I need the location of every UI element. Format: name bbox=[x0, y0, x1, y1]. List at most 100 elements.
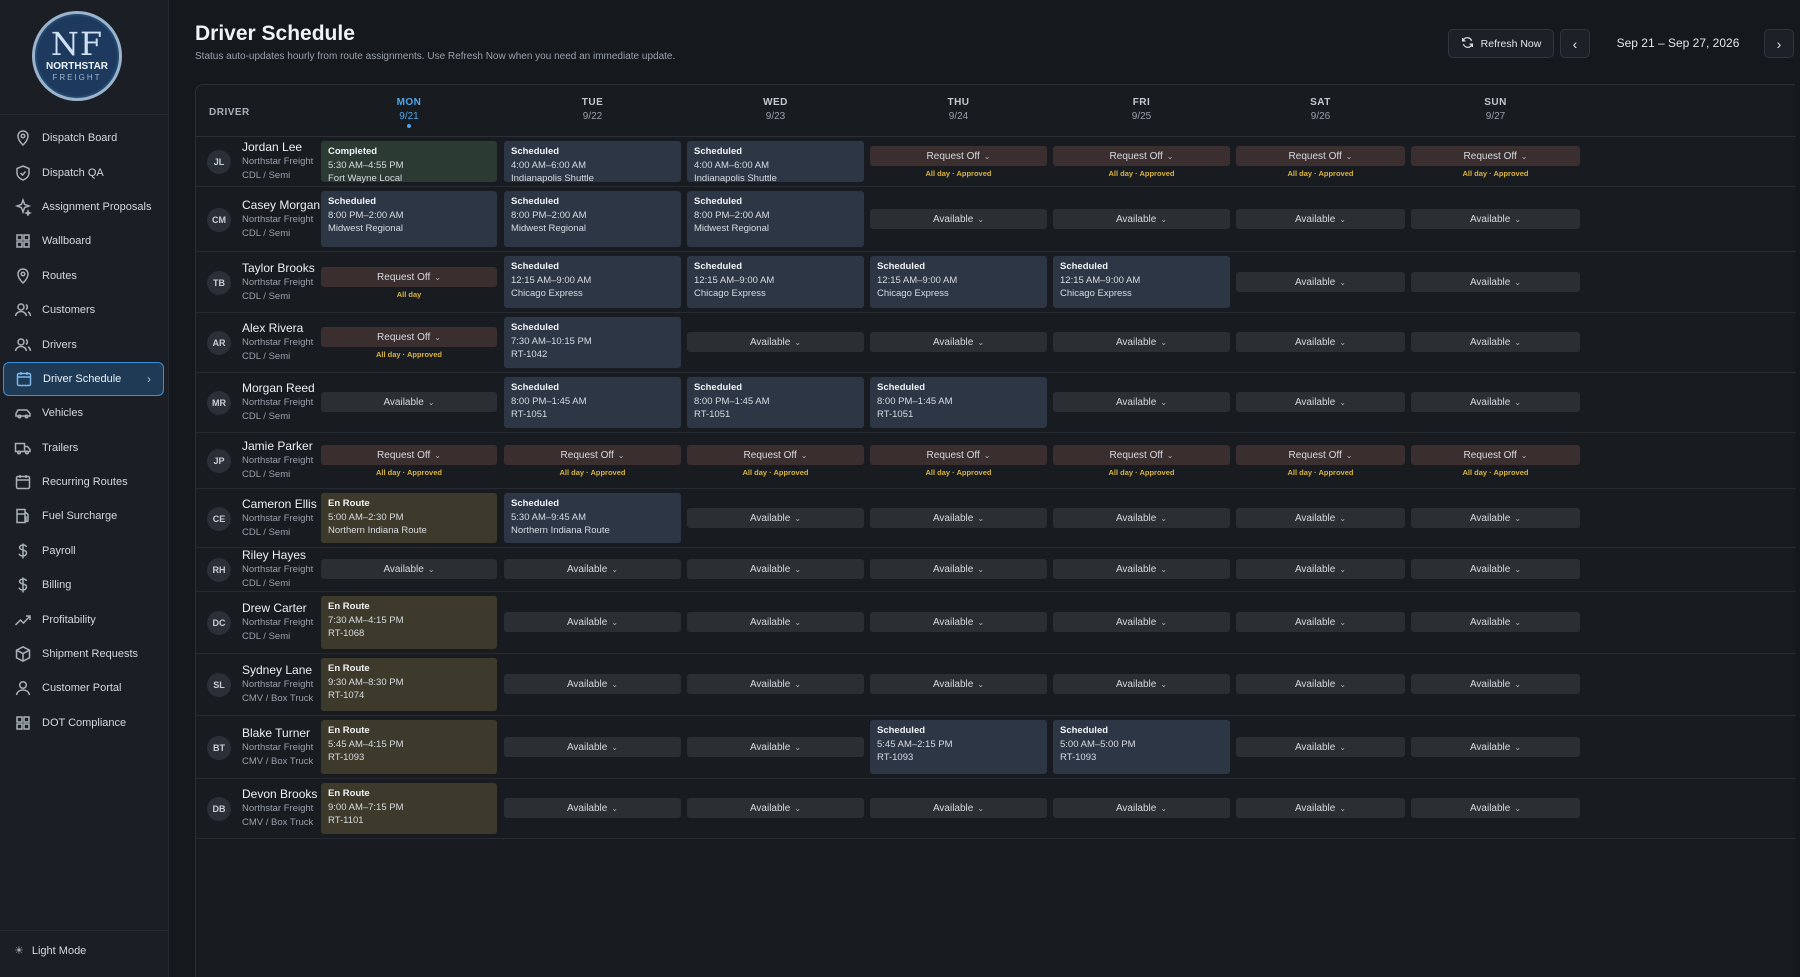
shift-card[interactable]: Scheduled 8:00 PM–2:00 AM Midwest Regional bbox=[687, 191, 864, 247]
availability-dropdown[interactable]: Available ⌄ bbox=[870, 332, 1047, 352]
availability-dropdown[interactable]: Available ⌄ bbox=[504, 612, 681, 632]
sidebar-item-dispatch-qa[interactable]: Dispatch QA bbox=[0, 155, 168, 189]
availability-dropdown[interactable]: Available ⌄ bbox=[1236, 392, 1405, 412]
availability-dropdown[interactable]: Available ⌄ bbox=[1236, 612, 1405, 632]
availability-dropdown[interactable]: Available ⌄ bbox=[1053, 209, 1230, 229]
sidebar-item-billing[interactable]: Billing bbox=[0, 568, 168, 602]
driver-info[interactable]: Drew Carter Northstar Freight CDL / Semi bbox=[242, 601, 332, 644]
availability-dropdown[interactable]: Available ⌄ bbox=[687, 674, 864, 694]
availability-dropdown[interactable]: Available ⌄ bbox=[1053, 798, 1230, 818]
availability-dropdown[interactable]: Available ⌄ bbox=[504, 674, 681, 694]
sidebar-item-customers[interactable]: Customers bbox=[0, 293, 168, 327]
availability-dropdown[interactable]: Available ⌄ bbox=[687, 737, 864, 757]
sidebar-item-drivers[interactable]: Drivers bbox=[0, 327, 168, 361]
availability-dropdown[interactable]: Available ⌄ bbox=[1411, 612, 1580, 632]
availability-dropdown[interactable]: Available ⌄ bbox=[1053, 508, 1230, 528]
sidebar-item-dot-compliance[interactable]: DOT Compliance bbox=[0, 706, 168, 740]
next-week-button[interactable]: › bbox=[1764, 29, 1794, 58]
request-off-dropdown[interactable]: Request Off ⌄ bbox=[870, 445, 1047, 465]
availability-dropdown[interactable]: Available ⌄ bbox=[1236, 272, 1405, 292]
shift-card[interactable]: Scheduled 5:00 AM–5:00 PM RT-1093 bbox=[1053, 720, 1230, 774]
shift-card[interactable]: Scheduled 8:00 PM–2:00 AM Midwest Regional bbox=[321, 191, 497, 247]
driver-info[interactable]: Blake Turner Northstar Freight CMV / Box T… bbox=[242, 726, 332, 769]
request-off-dropdown[interactable]: Request Off ⌄ bbox=[321, 445, 497, 465]
driver-info[interactable]: Jamie Parker Northstar Freight CDL / Semi bbox=[242, 439, 332, 482]
availability-dropdown[interactable]: Available ⌄ bbox=[1411, 272, 1580, 292]
request-off-dropdown[interactable]: Request Off ⌄ bbox=[1411, 146, 1580, 166]
shift-card[interactable]: Scheduled 12:15 AM–9:00 AM Chicago Express bbox=[504, 256, 681, 308]
shift-card[interactable]: Scheduled 12:15 AM–9:00 AM Chicago Express bbox=[870, 256, 1047, 308]
availability-dropdown[interactable]: Available ⌄ bbox=[1236, 559, 1405, 579]
availability-dropdown[interactable]: Available ⌄ bbox=[1236, 332, 1405, 352]
shift-card[interactable]: Scheduled 8:00 PM–1:45 AM RT-1051 bbox=[687, 377, 864, 428]
request-off-dropdown[interactable]: Request Off ⌄ bbox=[1053, 445, 1230, 465]
availability-dropdown[interactable]: Available ⌄ bbox=[687, 612, 864, 632]
availability-dropdown[interactable]: Available ⌄ bbox=[321, 559, 497, 579]
sidebar-item-customer-portal[interactable]: Customer Portal bbox=[0, 671, 168, 705]
availability-dropdown[interactable]: Available ⌄ bbox=[504, 559, 681, 579]
request-off-dropdown[interactable]: Request Off ⌄ bbox=[1411, 445, 1580, 465]
sidebar-item-driver-schedule[interactable]: Driver Schedule › bbox=[3, 361, 164, 397]
shift-card[interactable]: En Route 9:30 AM–8:30 PM RT-1074 bbox=[321, 658, 497, 711]
shift-card[interactable]: En Route 9:00 AM–7:15 PM RT-1101 bbox=[321, 783, 497, 834]
shift-card[interactable]: Scheduled 5:30 AM–9:45 AM Northern Indiana… bbox=[504, 493, 681, 543]
request-off-dropdown[interactable]: Request Off ⌄ bbox=[870, 146, 1047, 166]
shift-card[interactable]: Scheduled 8:00 PM–1:45 AM RT-1051 bbox=[504, 377, 681, 428]
availability-dropdown[interactable]: Available ⌄ bbox=[870, 798, 1047, 818]
availability-dropdown[interactable]: Available ⌄ bbox=[1053, 559, 1230, 579]
availability-dropdown[interactable]: Available ⌄ bbox=[1236, 508, 1405, 528]
sidebar-item-payroll[interactable]: Payroll bbox=[0, 534, 168, 568]
request-off-dropdown[interactable]: Request Off ⌄ bbox=[687, 445, 864, 465]
availability-dropdown[interactable]: Available ⌄ bbox=[1236, 209, 1405, 229]
request-off-dropdown[interactable]: Request Off ⌄ bbox=[321, 327, 497, 347]
availability-dropdown[interactable]: Available ⌄ bbox=[1053, 674, 1230, 694]
availability-dropdown[interactable]: Available ⌄ bbox=[870, 559, 1047, 579]
availability-dropdown[interactable]: Available ⌄ bbox=[1411, 392, 1580, 412]
availability-dropdown[interactable]: Available ⌄ bbox=[687, 508, 864, 528]
request-off-dropdown[interactable]: Request Off ⌄ bbox=[1053, 146, 1230, 166]
northstar-logo[interactable]: NF NORTHSTAR FREIGHT bbox=[32, 11, 122, 101]
shift-card[interactable]: Scheduled 7:30 AM–10:15 PM RT-1042 bbox=[504, 317, 681, 368]
driver-info[interactable]: Devon Brooks Northstar Freight CMV / Box T… bbox=[242, 787, 332, 830]
availability-dropdown[interactable]: Available ⌄ bbox=[1236, 737, 1405, 757]
availability-dropdown[interactable]: Available ⌄ bbox=[1236, 674, 1405, 694]
availability-dropdown[interactable]: Available ⌄ bbox=[687, 798, 864, 818]
availability-dropdown[interactable]: Available ⌄ bbox=[687, 559, 864, 579]
shift-card[interactable]: Scheduled 12:15 AM–9:00 AM Chicago Express bbox=[1053, 256, 1230, 308]
sidebar-item-vehicles[interactable]: Vehicles bbox=[0, 396, 168, 430]
shift-card[interactable]: Scheduled 12:15 AM–9:00 AM Chicago Express bbox=[687, 256, 864, 308]
request-off-dropdown[interactable]: Request Off ⌄ bbox=[1236, 445, 1405, 465]
driver-info[interactable]: Sydney Lane Northstar Freight CMV / Box Tr… bbox=[242, 663, 332, 706]
availability-dropdown[interactable]: Available ⌄ bbox=[870, 209, 1047, 229]
availability-dropdown[interactable]: Available ⌄ bbox=[870, 612, 1047, 632]
driver-info[interactable]: Jordan Lee Northstar Freight CDL / Semi bbox=[242, 140, 332, 183]
sidebar-item-routes[interactable]: Routes bbox=[0, 259, 168, 293]
request-off-dropdown[interactable]: Request Off ⌄ bbox=[1236, 146, 1405, 166]
sidebar-item-assignment-proposals[interactable]: Assignment Proposals bbox=[0, 190, 168, 224]
sidebar-item-dispatch-board[interactable]: Dispatch Board bbox=[0, 121, 168, 155]
sidebar-item-fuel-surcharge[interactable]: Fuel Surcharge bbox=[0, 499, 168, 533]
driver-info[interactable]: Casey Morgan Northstar Freight CDL / Semi bbox=[242, 198, 332, 241]
driver-info[interactable]: Morgan Reed Northstar Freight CDL / Semi bbox=[242, 381, 332, 424]
sidebar-item-shipment-requests[interactable]: Shipment Requests bbox=[0, 637, 168, 671]
shift-card[interactable]: En Route 5:45 AM–4:15 PM RT-1093 bbox=[321, 720, 497, 774]
shift-card[interactable]: Scheduled 8:00 PM–1:45 AM RT-1051 bbox=[870, 377, 1047, 428]
sidebar-item-profitability[interactable]: Profitability bbox=[0, 602, 168, 636]
availability-dropdown[interactable]: Available ⌄ bbox=[1411, 798, 1580, 818]
availability-dropdown[interactable]: Available ⌄ bbox=[870, 674, 1047, 694]
availability-dropdown[interactable]: Available ⌄ bbox=[1053, 392, 1230, 412]
driver-info[interactable]: Alex Rivera Northstar Freight CDL / Semi bbox=[242, 321, 332, 364]
request-off-dropdown[interactable]: Request Off ⌄ bbox=[504, 445, 681, 465]
shift-card[interactable]: En Route 5:00 AM–2:30 PM Northern Indiana … bbox=[321, 493, 497, 543]
driver-info[interactable]: Riley Hayes Northstar Freight CDL / Semi bbox=[242, 548, 332, 591]
sidebar-item-wallboard[interactable]: Wallboard bbox=[0, 224, 168, 258]
availability-dropdown[interactable]: Available ⌄ bbox=[1053, 332, 1230, 352]
availability-dropdown[interactable]: Available ⌄ bbox=[1411, 209, 1580, 229]
availability-dropdown[interactable]: Available ⌄ bbox=[687, 332, 864, 352]
shift-card[interactable]: En Route 7:30 AM–4:15 PM RT-1068 bbox=[321, 596, 497, 649]
sidebar-item-recurring-routes[interactable]: Recurring Routes bbox=[0, 465, 168, 499]
availability-dropdown[interactable]: Available ⌄ bbox=[1411, 508, 1580, 528]
sidebar-item-trailers[interactable]: Trailers bbox=[0, 431, 168, 465]
shift-card[interactable]: Scheduled 4:00 AM–6:00 AM Indianapolis Shu… bbox=[687, 141, 864, 184]
availability-dropdown[interactable]: Available ⌄ bbox=[1411, 674, 1580, 694]
